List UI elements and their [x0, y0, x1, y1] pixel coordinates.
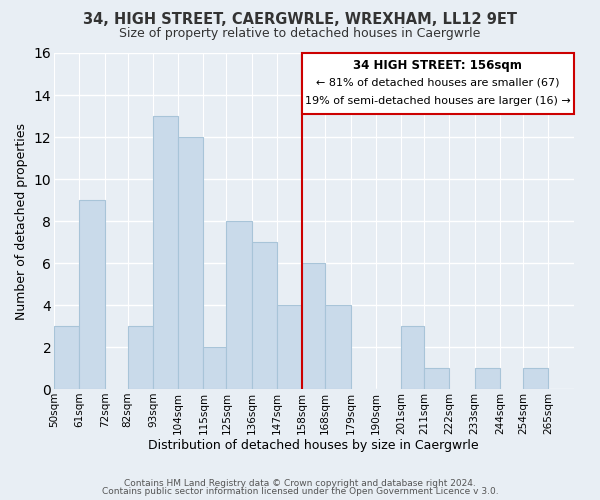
Bar — [128, 326, 153, 389]
FancyBboxPatch shape — [302, 53, 574, 114]
Bar — [153, 116, 178, 389]
Text: 34, HIGH STREET, CAERGWRLE, WREXHAM, LL12 9ET: 34, HIGH STREET, CAERGWRLE, WREXHAM, LL1… — [83, 12, 517, 28]
Bar — [401, 326, 424, 389]
Text: Contains HM Land Registry data © Crown copyright and database right 2024.: Contains HM Land Registry data © Crown c… — [124, 478, 476, 488]
Text: 34 HIGH STREET: 156sqm: 34 HIGH STREET: 156sqm — [353, 58, 523, 71]
Bar — [226, 221, 252, 389]
Text: ← 81% of detached houses are smaller (67): ← 81% of detached houses are smaller (67… — [316, 77, 560, 87]
Bar — [203, 347, 226, 389]
Text: 19% of semi-detached houses are larger (16) →: 19% of semi-detached houses are larger (… — [305, 96, 571, 106]
Text: Contains public sector information licensed under the Open Government Licence v : Contains public sector information licen… — [101, 487, 499, 496]
Bar — [325, 305, 350, 389]
Y-axis label: Number of detached properties: Number of detached properties — [15, 122, 28, 320]
Bar — [79, 200, 104, 389]
Bar — [475, 368, 500, 389]
Text: Size of property relative to detached houses in Caergwrle: Size of property relative to detached ho… — [119, 28, 481, 40]
X-axis label: Distribution of detached houses by size in Caergwrle: Distribution of detached houses by size … — [148, 440, 479, 452]
Bar — [523, 368, 548, 389]
Bar — [424, 368, 449, 389]
Bar — [302, 263, 325, 389]
Bar — [277, 305, 302, 389]
Bar — [178, 137, 203, 389]
Bar — [252, 242, 277, 389]
Bar — [54, 326, 79, 389]
